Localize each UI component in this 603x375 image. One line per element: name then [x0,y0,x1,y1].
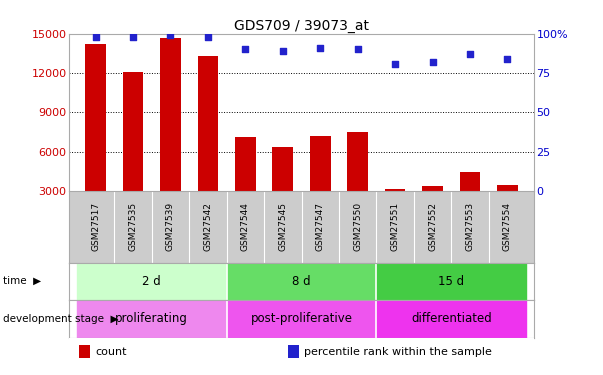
Bar [347,132,368,231]
Text: GSM27545: GSM27545 [278,202,287,251]
Point [278,48,288,54]
Text: differentiated: differentiated [411,312,491,325]
Text: GSM27550: GSM27550 [353,202,362,251]
Bar [273,147,293,231]
Bar [385,189,405,231]
Bar [459,171,481,231]
Point [90,34,100,40]
Bar [422,186,443,231]
Text: 2 d: 2 d [142,275,161,288]
FancyBboxPatch shape [288,345,299,358]
Text: percentile rank within the sample: percentile rank within the sample [304,347,491,357]
Text: GSM27544: GSM27544 [241,202,250,251]
Point [503,56,513,62]
Text: GSM27547: GSM27547 [316,202,325,251]
Text: 8 d: 8 d [292,275,311,288]
Bar [122,72,144,231]
Text: GSM27552: GSM27552 [428,202,437,251]
Bar [497,184,518,231]
Point [465,51,475,57]
Text: development stage  ▶: development stage ▶ [3,314,119,324]
FancyBboxPatch shape [78,345,90,358]
Text: post-proliferative: post-proliferative [250,312,353,325]
Text: GSM27551: GSM27551 [391,202,400,251]
Point [241,46,250,53]
Text: 15 d: 15 d [438,275,464,288]
Text: GSM27553: GSM27553 [466,202,475,251]
Bar [235,137,256,231]
Title: GDS709 / 39073_at: GDS709 / 39073_at [234,19,369,33]
Text: count: count [95,347,127,357]
Point [128,34,138,40]
Text: GSM27542: GSM27542 [203,202,212,251]
Bar [198,56,218,231]
Text: GSM27554: GSM27554 [503,202,512,251]
Text: GSM27539: GSM27539 [166,202,175,251]
Text: proliferating: proliferating [115,312,188,325]
Bar [85,44,106,231]
Point [166,32,175,38]
Bar [310,136,330,231]
Point [390,61,400,67]
Text: time  ▶: time ▶ [3,276,41,286]
Point [428,59,437,65]
Point [353,46,362,53]
Text: GSM27517: GSM27517 [91,202,100,251]
Point [203,34,213,40]
Point [315,45,325,51]
Text: GSM27535: GSM27535 [128,202,137,251]
Bar [160,38,181,231]
